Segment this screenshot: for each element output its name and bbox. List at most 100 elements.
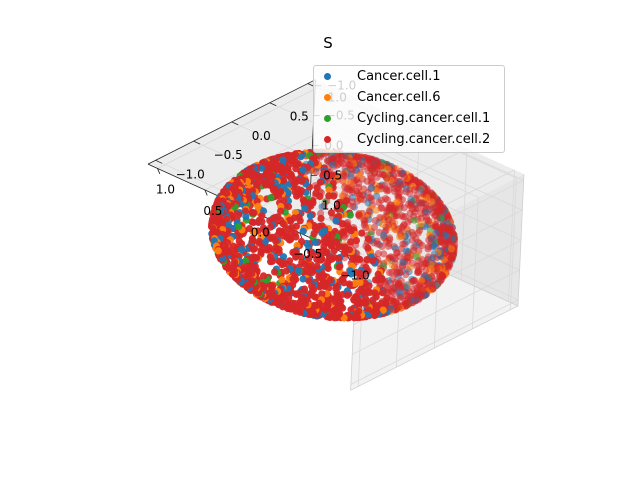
data-point xyxy=(417,214,425,222)
legend-marker xyxy=(324,93,331,101)
data-point xyxy=(299,275,307,283)
data-point xyxy=(289,275,297,283)
data-point xyxy=(294,267,302,275)
data-point xyxy=(338,276,346,284)
data-point xyxy=(343,291,351,299)
data-point xyxy=(402,247,410,255)
data-point xyxy=(286,257,294,265)
data-point xyxy=(378,243,386,251)
x-tick-label: −0.5 xyxy=(293,247,322,261)
data-point xyxy=(447,255,456,263)
data-point xyxy=(308,282,316,290)
data-point xyxy=(271,268,279,276)
data-point xyxy=(362,224,370,232)
data-point xyxy=(428,198,436,206)
data-point xyxy=(369,257,377,265)
legend-marker xyxy=(324,114,331,122)
data-point xyxy=(372,276,380,284)
data-point xyxy=(241,207,249,215)
data-point xyxy=(383,187,391,195)
data-point xyxy=(350,296,358,304)
data-point xyxy=(276,258,284,266)
data-point xyxy=(318,229,326,237)
data-point xyxy=(318,290,326,298)
data-point xyxy=(417,220,425,228)
y-tick-label: −1.0 xyxy=(176,167,205,181)
x-tick-label: 0.5 xyxy=(203,204,222,218)
data-point xyxy=(372,206,380,214)
legend-label: Cycling.cancer.cell.1 xyxy=(357,110,491,126)
y-tick-label: 0.5 xyxy=(290,110,309,124)
data-point xyxy=(378,220,386,228)
data-point xyxy=(313,255,321,263)
data-point xyxy=(330,306,338,314)
data-point xyxy=(383,196,391,204)
data-point xyxy=(306,212,314,220)
data-point xyxy=(364,235,372,243)
data-point xyxy=(315,248,323,256)
y-tick-label: 0.0 xyxy=(252,129,271,143)
data-point xyxy=(397,212,405,220)
data-point xyxy=(307,248,315,256)
x-tick-label: 1.0 xyxy=(156,182,175,196)
data-point xyxy=(357,195,365,203)
x-tick xyxy=(299,232,303,239)
data-point xyxy=(384,165,392,173)
z-tick-label: 0.5 xyxy=(323,168,342,182)
data-point xyxy=(402,283,410,292)
data-point xyxy=(289,248,297,256)
data-point xyxy=(423,216,431,224)
data-point xyxy=(443,214,451,222)
data-point xyxy=(287,230,295,238)
data-point xyxy=(305,268,313,276)
data-point xyxy=(374,250,382,258)
data-point xyxy=(431,212,439,220)
data-point xyxy=(291,188,299,196)
gridline-z xyxy=(350,299,519,385)
data-point xyxy=(248,208,256,216)
data-point xyxy=(356,171,364,179)
y-tick xyxy=(269,102,277,107)
data-point xyxy=(286,216,294,224)
data-point xyxy=(318,203,326,211)
data-point xyxy=(245,225,254,233)
data-point xyxy=(323,248,331,256)
data-point xyxy=(248,236,257,244)
data-point xyxy=(363,256,371,264)
data-point xyxy=(332,217,340,225)
data-point xyxy=(214,247,222,255)
data-point xyxy=(364,244,372,252)
data-point xyxy=(332,284,340,292)
data-point xyxy=(340,228,348,236)
data-point xyxy=(347,270,355,278)
data-point xyxy=(348,198,356,206)
data-point xyxy=(428,280,436,288)
data-point xyxy=(270,164,278,172)
data-point xyxy=(396,233,404,241)
data-point xyxy=(301,204,309,212)
data-point xyxy=(371,217,379,225)
data-point xyxy=(382,237,390,246)
data-point xyxy=(381,181,389,189)
data-point xyxy=(445,238,453,246)
data-point xyxy=(367,184,376,192)
data-point xyxy=(290,180,298,188)
data-point xyxy=(313,184,321,192)
data-point xyxy=(349,254,357,262)
scatter-points xyxy=(207,148,459,322)
data-point xyxy=(286,173,295,181)
data-point xyxy=(402,188,410,196)
data-point xyxy=(325,186,333,194)
legend-entry: Cancer.cell.6 xyxy=(324,87,440,107)
data-point xyxy=(266,253,274,261)
data-point xyxy=(410,277,418,285)
data-point xyxy=(335,263,343,271)
data-point xyxy=(278,276,286,284)
x-tick-label: 0.0 xyxy=(251,225,270,239)
data-point xyxy=(413,284,421,292)
gridline-y xyxy=(510,178,517,310)
data-point xyxy=(299,166,307,174)
pane-edge xyxy=(517,174,525,306)
data-point xyxy=(320,242,328,251)
